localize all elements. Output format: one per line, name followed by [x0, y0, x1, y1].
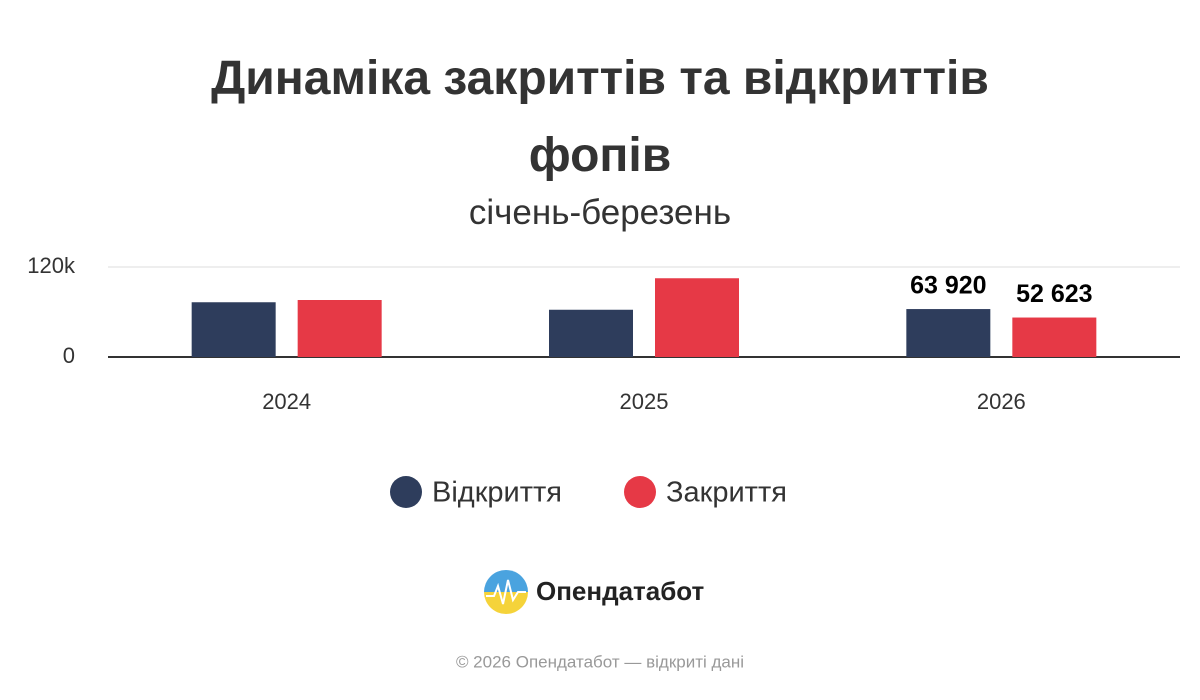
value-label: 63 920 [910, 272, 986, 300]
bar [1012, 317, 1097, 357]
chart-subtitle: січень-березень [468, 193, 732, 232]
copyright: © 2026 Опендатабот — відкриті дані [456, 652, 744, 671]
legend-label: Відкриття [432, 477, 562, 509]
bar [297, 300, 382, 357]
brand-name: Опендатабот [536, 576, 705, 606]
bar [655, 278, 739, 357]
value-label: 52 623 [1016, 280, 1092, 308]
x-tick-label: 2024 [262, 389, 311, 414]
y-tick-label: 0 [63, 343, 75, 368]
bar [549, 309, 633, 357]
legend-swatch [624, 476, 656, 508]
y-tick-label: 120k [27, 253, 76, 278]
bar [191, 302, 276, 357]
legend-label: Закриття [666, 477, 787, 509]
brand-logo-line [486, 579, 526, 605]
x-tick-label: 2025 [620, 389, 669, 414]
bar [906, 309, 991, 357]
x-tick-label: 2026 [977, 389, 1026, 414]
legend-swatch [390, 476, 422, 508]
chart-title: Динаміка закриттів та відкриттів фопів [211, 52, 989, 182]
